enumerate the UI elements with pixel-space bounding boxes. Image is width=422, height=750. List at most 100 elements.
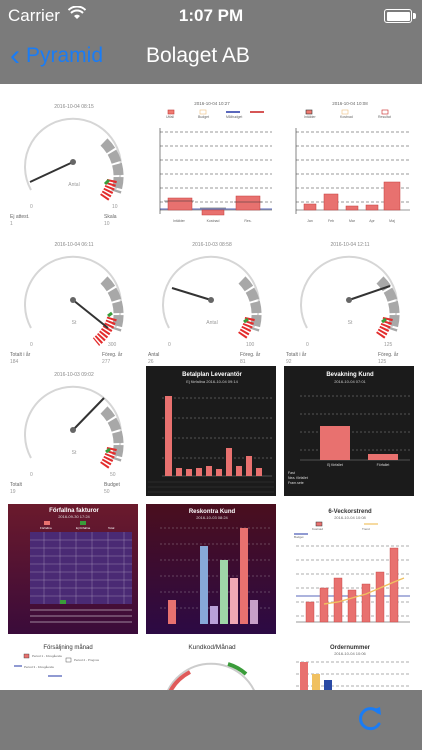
chart-date: Ej förfallna 2016-10-04 09:14 xyxy=(186,379,238,384)
dark-tile-betalplan[interactable]: Betalplan Leverantör Ej förfallna 2016-1… xyxy=(146,366,276,496)
chart-title: Förfallna fakturor xyxy=(49,508,99,514)
legend-label: Utfall xyxy=(166,115,174,119)
gauge-max: 100 xyxy=(246,342,255,348)
battery-tip xyxy=(413,13,416,19)
gauge-left-value: 19 xyxy=(10,489,16,495)
chart-title: Försäljning månad xyxy=(43,644,92,651)
gauge-left-value: 92 xyxy=(286,359,292,365)
status-bar: Carrier 1:07 PM xyxy=(0,0,422,32)
legend-label: Trend xyxy=(362,527,370,531)
legend-label: Total xyxy=(108,526,115,530)
refresh-icon xyxy=(359,707,381,731)
chart-title: Betalplan Leverantör xyxy=(182,372,242,378)
gauge-tile-budget[interactable]: 2016-10-03 09:02 St 0 50 Totalt 19 Budge… xyxy=(8,366,138,496)
gauge-date: 2016-10-04 08:15 xyxy=(54,104,94,110)
gauge-tile-total[interactable]: 2016-10-04 06:11 St 0 300 Totalt i år 18… xyxy=(8,236,138,366)
legend-label: Resultat xyxy=(378,115,391,119)
gauge-unit: Antal xyxy=(68,182,79,188)
gauge-max: 300 xyxy=(108,342,117,348)
gauge-min: 0 xyxy=(30,204,33,210)
chart-title: Reskontra Kund xyxy=(189,509,236,515)
gauge-left-label: Totalt xyxy=(10,482,23,488)
legend-label: Budget xyxy=(198,115,209,119)
legend-label: Kostnad xyxy=(340,115,353,119)
back-button-label: Pyramid xyxy=(26,44,104,67)
gauge-right-label: Föreg. år xyxy=(378,351,399,358)
chart-title: 6-Veckorstrend xyxy=(328,509,372,515)
back-button[interactable]: ‹ Pyramid xyxy=(10,39,104,72)
chevron-left-icon: ‹ xyxy=(10,39,20,72)
category-label: Feb xyxy=(328,219,334,223)
legend-label: Ej förfallna xyxy=(76,526,91,530)
gauge-right-label: Föreg. år xyxy=(240,351,261,358)
gauge-tile-kundkod[interactable]: Kundkod/Månad xyxy=(146,640,276,690)
purple-tile-forfallna[interactable]: Förfallna fakturor 2016-09-30 17:24 Förf… xyxy=(8,504,138,634)
gauge-date: 2016-10-03 08:58 xyxy=(192,242,232,248)
gauge-left-value: 26 xyxy=(148,359,154,365)
legend-label: Period 3 - Föregående xyxy=(24,665,54,669)
chart-title: Kundkod/Månad xyxy=(188,643,236,651)
gauge-date: 2016-10-04 12:11 xyxy=(330,242,369,248)
page-title: Bolaget AB xyxy=(146,44,250,67)
trend-tile-6-veckor[interactable]: 6-Veckorstrend 2016-10-04 10:08 Kostnad … xyxy=(284,504,414,634)
gauge-min: 0 xyxy=(30,342,33,348)
carrier-label: Carrier xyxy=(8,6,60,25)
dark-tile-bevakning[interactable]: Bevakning Kund 2016-10-04 07:01 Ej förfa… xyxy=(284,366,414,496)
clock: 1:07 PM xyxy=(178,6,244,25)
gauge-min: 0 xyxy=(168,342,171,348)
gauge-date: 2016-10-03 09:02 xyxy=(54,372,94,378)
footer-label: Fast xyxy=(288,471,295,475)
chart-date: 2016-10-04 10:08 xyxy=(334,515,366,520)
category-label: Kostnad xyxy=(207,219,220,223)
gauge-unit: Antal xyxy=(206,320,217,326)
gauge-tile-year[interactable]: 2016-10-04 12:11 St 0 125 Totalt i år 92… xyxy=(284,236,414,366)
refresh-button[interactable] xyxy=(352,700,388,736)
gauge-left-label: Totalt i år xyxy=(10,351,31,358)
gauge-unit: St xyxy=(72,320,77,326)
chart-date: 2016-10-04 10:27 xyxy=(194,101,230,106)
category-label: Jan xyxy=(307,219,313,223)
gauge-date: 2016-10-04 06:11 xyxy=(54,242,93,248)
gauge-unit: St xyxy=(348,320,353,326)
bottom-toolbar xyxy=(0,690,422,750)
gauge-left-value: 184 xyxy=(10,359,19,365)
legend-label: Period 2 - Prognos xyxy=(74,658,100,662)
gauge-right-value: 50 xyxy=(104,489,110,495)
chart-date: 2016-10-04 10:06 xyxy=(334,651,366,656)
bar-tile-budget[interactable]: 2016-10-04 10:27 Utfall Budget Målbudget… xyxy=(146,98,276,228)
chart-date: 2016-09-30 17:24 xyxy=(58,514,90,519)
chart-date: 2016-10-04 10:08 xyxy=(332,101,368,106)
wifi-icon xyxy=(67,5,87,24)
purple-tile-reskontra[interactable]: Reskontra Kund 2016-10-03 08:24 xyxy=(146,504,276,634)
sales-tile-month[interactable]: Försäljning månad Period 1 - Föregående … xyxy=(8,640,138,690)
gauge-tile-antal[interactable]: 2016-10-03 08:58 Antal 0 100 Antal 26 Fö… xyxy=(146,236,276,366)
gauge-right-value: 125 xyxy=(378,359,387,365)
gauge-right-label: Budget xyxy=(104,482,120,488)
gauge-left-label: Antal xyxy=(148,352,159,358)
category-label: Res. xyxy=(244,219,251,223)
legend-label: Period 1 - Föregående xyxy=(32,654,62,658)
category-label: Maj xyxy=(389,219,395,223)
legend-label: Förfallna xyxy=(40,526,52,530)
gauge-right-label: Föreg. år xyxy=(102,351,123,358)
battery-icon xyxy=(384,9,412,23)
navigation-bar: ‹ Pyramid Bolaget AB xyxy=(0,32,422,84)
bar-tile-ordernummer[interactable]: Ordernummer 2016-10-04 10:06 xyxy=(284,640,414,690)
bar-tile-monthly[interactable]: 2016-10-04 10:08 Intäkter Kostnad Result… xyxy=(284,98,414,228)
gauge-tile-attest[interactable]: 2016-10-04 08:15 Antal 0 10 Ej attest. 1… xyxy=(8,98,138,228)
chart-date: 2016-10-04 07:01 xyxy=(334,379,366,384)
category-label: Ej förfallet xyxy=(327,463,343,467)
category-label: Intäkter xyxy=(173,219,186,223)
legend-label: Intäkter xyxy=(304,115,317,119)
footer-label: Fram.sete xyxy=(288,481,304,485)
legend-label: Kostnad xyxy=(312,527,323,531)
chart-date: 2016-10-03 08:24 xyxy=(196,515,228,520)
gauge-min: 0 xyxy=(306,342,309,348)
chart-title: Ordernummer xyxy=(330,645,371,651)
gauge-unit: St xyxy=(72,450,77,456)
legend-label: Budget xyxy=(294,535,304,539)
footer-label: Nea. förfallet xyxy=(288,476,308,480)
category-label: Förfallet xyxy=(377,463,390,467)
gauge-min: 0 xyxy=(30,472,33,478)
legend-label: Målbudget xyxy=(226,115,242,119)
